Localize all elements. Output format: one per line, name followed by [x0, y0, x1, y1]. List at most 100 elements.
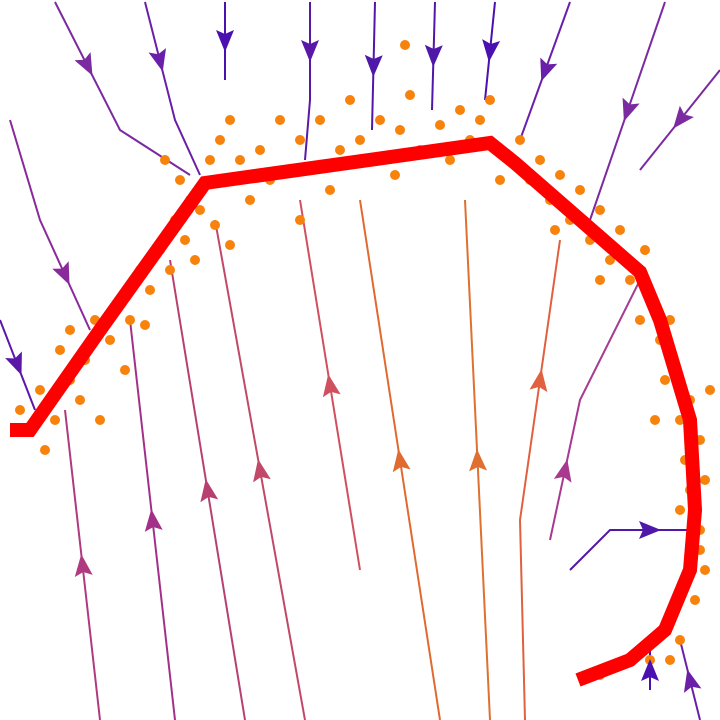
scatter-point — [595, 205, 605, 215]
scatter-point — [225, 240, 235, 250]
arrowhead — [74, 52, 93, 76]
scatter-point — [55, 345, 65, 355]
scatter-point — [15, 405, 25, 415]
scatter-point — [215, 135, 225, 145]
scatter-point — [120, 365, 130, 375]
arrowhead — [200, 479, 219, 503]
streamline — [9, 119, 91, 331]
arrowhead — [74, 554, 93, 577]
arrowhead — [322, 374, 341, 398]
scatter-point — [295, 215, 305, 225]
scatter-point — [210, 220, 220, 230]
scatter-point — [575, 185, 585, 195]
scatter-point — [650, 415, 660, 425]
scatter-point — [375, 115, 385, 125]
arrowhead — [482, 39, 501, 62]
scatter-point — [50, 415, 60, 425]
scatter-point — [395, 125, 405, 135]
arrowhead — [364, 54, 383, 77]
arrowhead — [553, 459, 572, 483]
arrowhead — [673, 105, 694, 129]
scatter-point — [625, 275, 635, 285]
arrowhead — [622, 97, 640, 122]
scatter-point — [515, 135, 525, 145]
scatter-point — [190, 255, 200, 265]
streamline — [304, 2, 311, 161]
arrowhead — [301, 40, 319, 62]
arrowhead — [641, 659, 659, 681]
scatter-point — [400, 40, 410, 50]
scatter-point — [690, 595, 700, 605]
arrowhead — [148, 48, 167, 72]
scatter-point — [125, 315, 135, 325]
scatter-point — [35, 385, 45, 395]
arrowhead — [540, 57, 558, 82]
scatter-point — [205, 155, 215, 165]
streamline — [518, 239, 561, 720]
scatter-point — [245, 195, 255, 205]
scatter-point — [145, 285, 155, 295]
curve — [10, 135, 703, 687]
scatter-point — [225, 115, 235, 125]
scatter-point — [675, 505, 685, 515]
arrowhead — [424, 44, 443, 67]
scatter-point — [485, 95, 495, 105]
scatter-point — [105, 335, 115, 345]
scatter-point — [595, 275, 605, 285]
scatter-point — [345, 95, 355, 105]
arrowhead — [216, 30, 234, 52]
scatter-point — [405, 90, 415, 100]
streamline — [569, 529, 690, 571]
scatter-point — [335, 145, 345, 155]
scatter-point — [615, 225, 625, 235]
scatter-point — [675, 635, 685, 645]
scatter-point — [165, 265, 175, 275]
streamline — [144, 1, 201, 176]
scatter-point — [175, 175, 185, 185]
scatter-point — [705, 385, 715, 395]
scatter-point — [390, 170, 400, 180]
scatter-point — [315, 115, 325, 125]
scatter-point — [700, 565, 710, 575]
scatter-point — [640, 245, 650, 255]
scatter-point — [40, 445, 50, 455]
arrowhead — [639, 521, 661, 539]
scatter-point — [195, 205, 205, 215]
arrowhead — [529, 369, 548, 393]
scatter-point — [355, 135, 365, 145]
scatter-point — [550, 225, 560, 235]
scatter-point — [295, 135, 305, 145]
scatter-point — [65, 325, 75, 335]
scatter-point — [235, 155, 245, 165]
arrowhead — [5, 351, 22, 376]
scatter-point — [635, 315, 645, 325]
scatter-point — [435, 120, 445, 130]
scatter-point — [495, 175, 505, 185]
scatter-point — [445, 155, 455, 165]
scatter-point — [160, 155, 170, 165]
arrowhead — [52, 261, 70, 286]
scatter-point — [95, 415, 105, 425]
scatter-point — [455, 105, 465, 115]
streamline — [54, 1, 191, 176]
scatter-point — [75, 395, 85, 405]
arrowhead — [253, 459, 271, 483]
scatter-point — [665, 655, 675, 665]
scatter-point — [325, 185, 335, 195]
arrowhead — [683, 669, 702, 693]
arrowhead — [392, 449, 411, 473]
scatter-point — [660, 375, 670, 385]
scatter-point — [555, 170, 565, 180]
scatter-point — [535, 155, 545, 165]
scatter-point — [180, 235, 190, 245]
scatter-point — [605, 255, 615, 265]
arrowhead — [144, 509, 163, 532]
scatter-point — [255, 145, 265, 155]
scatter-point — [475, 115, 485, 125]
scatter-point — [700, 475, 710, 485]
streamline — [549, 279, 641, 541]
scatter-point — [140, 320, 150, 330]
scatter-point — [275, 115, 285, 125]
arrowhead — [469, 449, 488, 472]
